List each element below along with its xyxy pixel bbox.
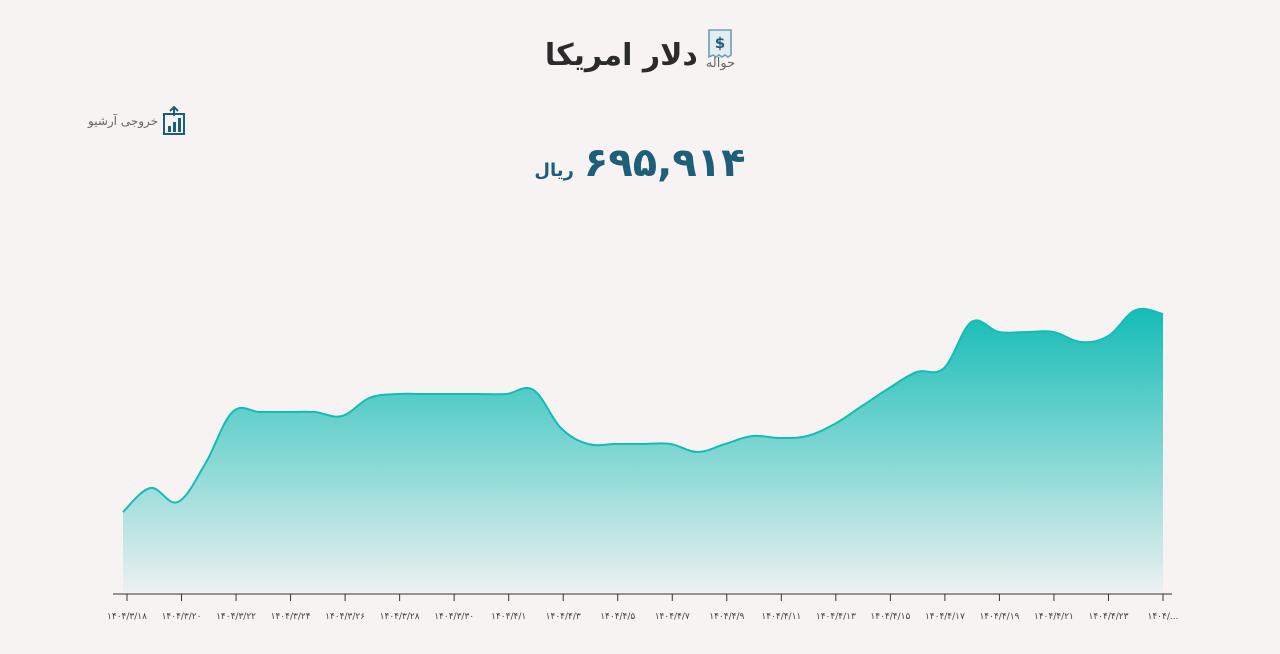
data-point[interactable] (363, 392, 375, 404)
x-tick-label: ۱۴۰۴/... (1148, 612, 1179, 622)
data-point[interactable] (528, 384, 540, 396)
data-point[interactable] (582, 438, 594, 450)
data-point[interactable] (637, 438, 649, 450)
x-tick-label: ۱۴۰۴/۴/۲۳ (1089, 612, 1129, 622)
x-tick-label: ۱۴۰۴/۳/۲۰ (162, 612, 202, 622)
data-point[interactable] (938, 362, 950, 374)
x-tick-label: ۱۴۰۴/۴/۱ (491, 612, 526, 622)
x-tick-label: ۱۴۰۴/۴/۱۵ (870, 612, 910, 622)
data-point[interactable] (555, 422, 567, 434)
header: $ حواله دلار امریکا (0, 26, 1280, 73)
data-point[interactable] (610, 438, 622, 450)
data-point[interactable] (391, 388, 403, 400)
page-title: دلار امریکا (544, 38, 698, 73)
chart-export-icon (163, 106, 186, 135)
data-point[interactable] (1075, 336, 1087, 348)
x-tick-label: ۱۴۰۴/۳/۲۶ (325, 612, 365, 622)
data-point[interactable] (1157, 308, 1169, 320)
data-point[interactable] (117, 506, 129, 518)
export-archive-label: خروجی آرشیو (88, 114, 159, 128)
data-point[interactable] (1102, 330, 1114, 342)
x-tick-label: ۱۴۰۴/۴/۷ (655, 612, 690, 622)
data-point[interactable] (965, 316, 977, 328)
x-tick-label: ۱۴۰۴/۳/۲۴ (271, 612, 311, 622)
series-line (122, 307, 1164, 513)
data-point[interactable] (1020, 326, 1032, 338)
data-point[interactable] (911, 366, 923, 378)
data-point[interactable] (856, 400, 868, 412)
data-point[interactable] (226, 406, 238, 418)
x-tick-label: ۱۴۰۴/۳/۱۸ (107, 612, 147, 622)
title-icon-block: $ حواله (706, 28, 735, 71)
data-point[interactable] (500, 388, 512, 400)
data-point[interactable] (1130, 304, 1142, 316)
data-point[interactable] (829, 418, 841, 430)
price-unit: ریال (534, 160, 574, 181)
data-point[interactable] (172, 496, 184, 508)
data-point[interactable] (719, 438, 731, 450)
data-point[interactable] (801, 430, 813, 442)
price-display: ۶۹۵,۹۱۴ ریال (0, 140, 1280, 186)
x-tick-label: ۱۴۰۴/۴/۵ (600, 612, 635, 622)
data-point[interactable] (281, 406, 293, 418)
data-point[interactable] (144, 482, 156, 494)
data-point[interactable] (473, 388, 485, 400)
x-tick-label: ۱۴۰۴/۴/۱۱ (761, 612, 801, 622)
data-point[interactable] (664, 438, 676, 450)
x-tick-label: ۱۴۰۴/۴/۱۹ (979, 612, 1019, 622)
data-point[interactable] (692, 446, 704, 458)
x-tick-label: ۱۴۰۴/۴/۹ (709, 612, 744, 622)
series-area (123, 308, 1163, 592)
x-tick-label: ۱۴۰۴/۴/۲۱ (1034, 612, 1074, 622)
data-point[interactable] (883, 382, 895, 394)
data-point[interactable] (418, 388, 430, 400)
data-point[interactable] (746, 430, 758, 442)
x-tick-label: ۱۴۰۴/۳/۳۰ (434, 612, 474, 622)
export-archive-button[interactable]: خروجی آرشیو (88, 106, 186, 136)
x-tick-label: ۱۴۰۴/۴/۱۳ (816, 612, 856, 622)
dollar-receipt-icon: $ (708, 29, 732, 59)
data-point[interactable] (309, 406, 321, 418)
data-point[interactable] (254, 406, 266, 418)
svg-text:$: $ (715, 34, 725, 52)
price-value: ۶۹۵,۹۱۴ (583, 140, 746, 186)
data-point[interactable] (336, 410, 348, 422)
x-tick-label: ۱۴۰۴/۳/۲۲ (216, 612, 256, 622)
data-point[interactable] (774, 432, 786, 444)
title-subtitle: حواله (705, 56, 736, 71)
data-point[interactable] (445, 388, 457, 400)
data-point[interactable] (993, 326, 1005, 338)
data-point[interactable] (199, 458, 211, 470)
x-tick-label: ۱۴۰۴/۴/۳ (546, 612, 581, 622)
x-tick-label: ۱۴۰۴/۴/۱۷ (925, 612, 965, 622)
x-tick-label: ۱۴۰۴/۳/۲۸ (380, 612, 420, 622)
data-point[interactable] (1048, 326, 1060, 338)
